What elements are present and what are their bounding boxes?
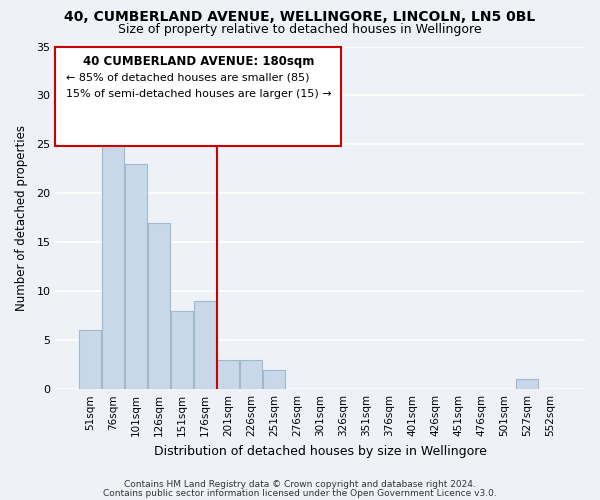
Text: 15% of semi-detached houses are larger (15) →: 15% of semi-detached houses are larger (… [66, 90, 332, 100]
Bar [103, 115, 124, 389]
FancyBboxPatch shape [55, 46, 341, 146]
Text: 40, CUMBERLAND AVENUE, WELLINGORE, LINCOLN, LN5 0BL: 40, CUMBERLAND AVENUE, WELLINGORE, LINCO… [64, 10, 536, 24]
Bar [79, 330, 101, 389]
Bar [263, 370, 285, 389]
Bar [125, 164, 147, 389]
Bar [217, 360, 239, 389]
Bar [172, 311, 193, 389]
Text: ← 85% of detached houses are smaller (85): ← 85% of detached houses are smaller (85… [66, 72, 310, 82]
X-axis label: Distribution of detached houses by size in Wellingore: Distribution of detached houses by size … [154, 444, 487, 458]
Bar [194, 301, 216, 389]
Text: 40 CUMBERLAND AVENUE: 180sqm: 40 CUMBERLAND AVENUE: 180sqm [83, 55, 314, 68]
Text: Contains public sector information licensed under the Open Government Licence v3: Contains public sector information licen… [103, 488, 497, 498]
Bar [148, 222, 170, 389]
Text: Size of property relative to detached houses in Wellingore: Size of property relative to detached ho… [118, 22, 482, 36]
Bar [516, 380, 538, 389]
Text: Contains HM Land Registry data © Crown copyright and database right 2024.: Contains HM Land Registry data © Crown c… [124, 480, 476, 489]
Bar [240, 360, 262, 389]
Y-axis label: Number of detached properties: Number of detached properties [15, 125, 28, 311]
